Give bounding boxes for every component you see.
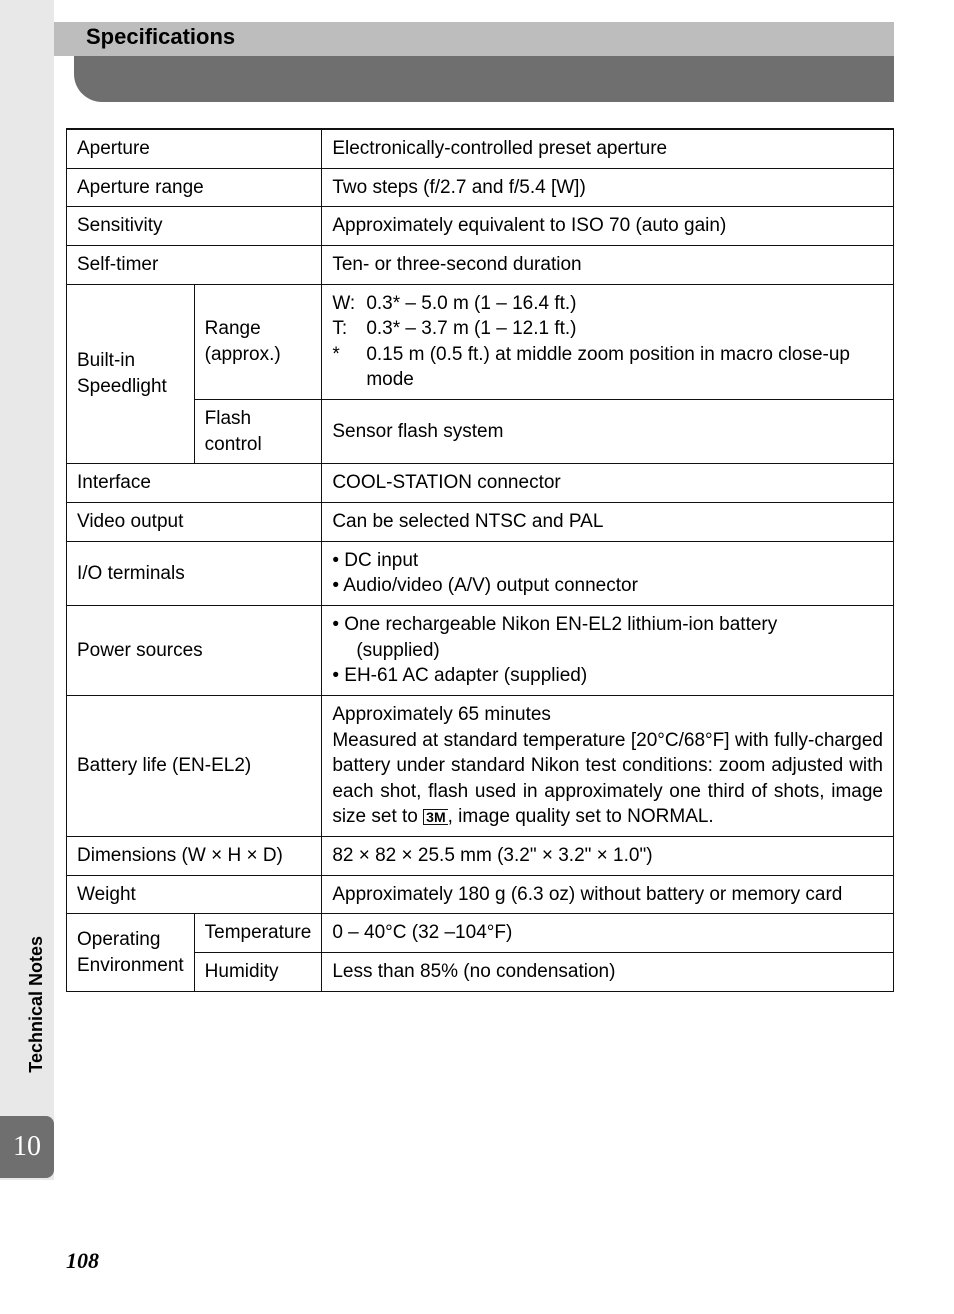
battery-detail-cont: , image quality set to NORMAL. xyxy=(448,806,714,827)
spec-label: Self-timer xyxy=(67,245,322,284)
table-row: Video output Can be selected NTSC and PA… xyxy=(67,503,894,542)
spec-value: W:0.3* – 5.0 m (1 – 16.4 ft.) T:0.3* – 3… xyxy=(322,284,894,400)
spec-value: Can be selected NTSC and PAL xyxy=(322,503,894,542)
table-row: Weight Approximately 180 g (6.3 oz) with… xyxy=(67,875,894,914)
bullet-text: DC input xyxy=(344,550,418,571)
spec-sublabel: Flash control xyxy=(194,400,322,464)
side-section-label: Technical Notes xyxy=(26,936,47,1073)
spec-group-label: Operating Environment xyxy=(67,914,195,991)
table-row: Battery life (EN-EL2) Approximately 65 m… xyxy=(67,695,894,836)
spec-value: Sensor flash system xyxy=(322,400,894,464)
range-text: 0.3* – 5.0 m (1 – 16.4 ft.) xyxy=(366,291,576,317)
spec-label: Aperture xyxy=(67,129,322,168)
spec-value: 82 × 82 × 25.5 mm (3.2" × 3.2" × 1.0") xyxy=(322,837,894,876)
page-number: 108 xyxy=(66,1248,99,1274)
chapter-tab: 10 xyxy=(0,1116,54,1178)
spec-value: Two steps (f/2.7 and f/5.4 [W]) xyxy=(322,168,894,207)
spec-value: Approximately 65 minutes Measured at sta… xyxy=(322,695,894,836)
table-row: Interface COOL-STATION connector xyxy=(67,464,894,503)
footnote-marker: * xyxy=(332,342,366,393)
spec-value: • DC input • Audio/video (A/V) output co… xyxy=(322,541,894,605)
range-prefix: W: xyxy=(332,291,366,317)
range-text: 0.3* – 3.7 m (1 – 12.1 ft.) xyxy=(366,316,576,342)
bullet-text: Audio/video (A/V) output connector xyxy=(343,575,638,596)
table-row: Aperture Electronically-controlled prese… xyxy=(67,129,894,168)
bullet-cont: (supplied) xyxy=(332,638,883,664)
spec-sublabel: Humidity xyxy=(194,953,322,992)
spec-label: Interface xyxy=(67,464,322,503)
spec-sublabel: Temperature xyxy=(194,914,322,953)
spec-value: Less than 85% (no condensation) xyxy=(322,953,894,992)
table-row: Built-in Speedlight Range (approx.) W:0.… xyxy=(67,284,894,400)
spec-value: Approximately 180 g (6.3 oz) without bat… xyxy=(322,875,894,914)
spec-value: • One rechargeable Nikon EN-EL2 lithium-… xyxy=(322,605,894,695)
range-prefix: T: xyxy=(332,316,366,342)
spec-table: Aperture Electronically-controlled prese… xyxy=(66,128,894,992)
table-row: Operating Environment Temperature 0 – 40… xyxy=(67,914,894,953)
spec-value: COOL-STATION connector xyxy=(322,464,894,503)
table-row: Self-timer Ten- or three-second duration xyxy=(67,245,894,284)
section-title: Specifications xyxy=(86,24,235,50)
table-row: Dimensions (W × H × D) 82 × 82 × 25.5 mm… xyxy=(67,837,894,876)
spec-value: Electronically-controlled preset apertur… xyxy=(322,129,894,168)
spec-label: Power sources xyxy=(67,605,322,695)
spec-label: Weight xyxy=(67,875,322,914)
spec-value: 0 – 40°C (32 –104°F) xyxy=(322,914,894,953)
table-row: I/O terminals • DC input • Audio/video (… xyxy=(67,541,894,605)
battery-headline: Approximately 65 minutes xyxy=(332,704,551,725)
spec-label: Aperture range xyxy=(67,168,322,207)
spec-label: Battery life (EN-EL2) xyxy=(67,695,322,836)
table-row: Aperture range Two steps (f/2.7 and f/5.… xyxy=(67,168,894,207)
table-row: Power sources • One rechargeable Nikon E… xyxy=(67,605,894,695)
bullet-text: One rechargeable Nikon EN-EL2 lithium-io… xyxy=(344,614,777,635)
spec-value: Approximately equivalent to ISO 70 (auto… xyxy=(322,207,894,246)
table-row: Sensitivity Approximately equivalent to … xyxy=(67,207,894,246)
bullet-text: EH-61 AC adapter (supplied) xyxy=(344,665,587,686)
spec-group-label: Built-in Speedlight xyxy=(67,284,195,464)
spec-value: Ten- or three-second duration xyxy=(322,245,894,284)
footnote-text: 0.15 m (0.5 ft.) at middle zoom position… xyxy=(366,342,883,393)
spec-label: Video output xyxy=(67,503,322,542)
spec-label: I/O terminals xyxy=(67,541,322,605)
spec-label: Sensitivity xyxy=(67,207,322,246)
image-size-icon: 3M xyxy=(423,809,447,825)
spec-label: Dimensions (W × H × D) xyxy=(67,837,322,876)
spec-sublabel: Range (approx.) xyxy=(194,284,322,400)
